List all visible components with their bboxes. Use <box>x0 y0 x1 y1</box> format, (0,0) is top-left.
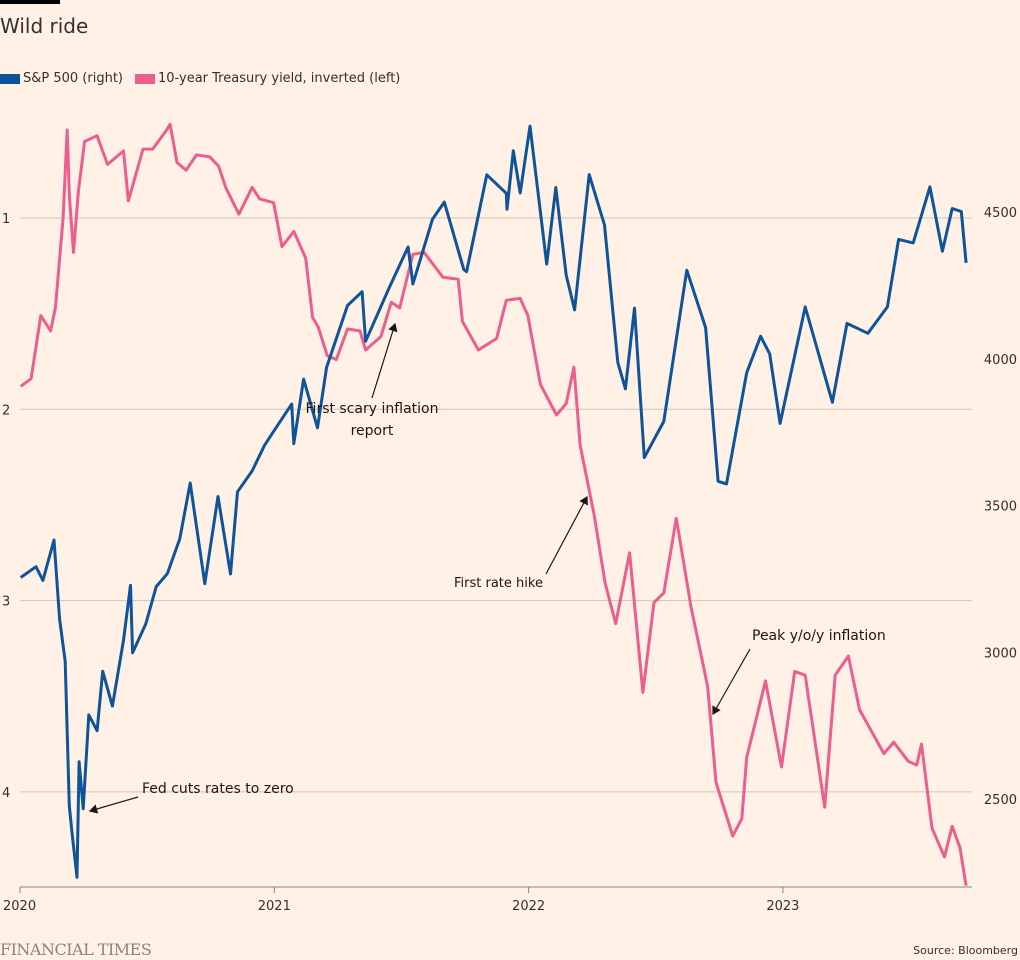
legend-label-yield: 10-year Treasury yield, inverted (left) <box>158 71 401 86</box>
right-tick-label: 4000 <box>984 353 1017 368</box>
annotation-fed-cuts: Fed cuts rates to zero <box>142 781 294 797</box>
annotation-scary-inflation: First scary inflation report <box>292 398 452 442</box>
left-tick-label: 1 <box>2 212 10 227</box>
legend-item-yield: 10-year Treasury yield, inverted (left) <box>135 71 400 86</box>
legend-swatch-sp500 <box>0 73 20 84</box>
right-tick-label: 4500 <box>984 206 1017 221</box>
legend-swatch-yield <box>135 73 155 84</box>
legend: S&P 500 (right) 10-year Treasury yield, … <box>0 71 406 86</box>
annotation-arrow-scary <box>371 322 398 399</box>
source-note: Source: Bloomberg <box>913 944 1018 957</box>
left-tick-label: 3 <box>2 595 10 610</box>
right-tick-label: 3000 <box>984 646 1017 661</box>
sp500-line <box>19 124 968 879</box>
annotation-arrow-hike <box>545 495 588 575</box>
left-tick-label: 4 <box>2 786 10 801</box>
x-tick-label: 2020 <box>3 899 36 914</box>
x-tick-label: 2021 <box>258 899 291 914</box>
left-tick-label: 2 <box>2 403 10 418</box>
treasury-yield-line <box>19 122 968 886</box>
chart-title: Wild ride <box>0 14 89 38</box>
x-tick-label: 2022 <box>512 899 545 914</box>
legend-item-sp500: S&P 500 (right) <box>0 71 123 86</box>
x-tick-label: 2023 <box>766 899 799 914</box>
right-tick-label: 3500 <box>984 500 1017 515</box>
annotation-arrow-peak <box>712 648 751 716</box>
ft-top-bar <box>0 0 60 4</box>
annotation-scary-line1: First scary inflation <box>305 401 439 417</box>
ft-logo: FINANCIAL TIMES <box>0 940 152 959</box>
annotation-arrow-fed <box>88 796 139 814</box>
annotation-scary-line2: report <box>350 423 394 439</box>
right-tick-label: 2500 <box>984 793 1017 808</box>
legend-label-sp500: S&P 500 (right) <box>23 71 123 86</box>
annotation-rate-hike: First rate hike <box>454 576 543 591</box>
annotation-peak-inflation: Peak y/o/y inflation <box>752 628 886 644</box>
